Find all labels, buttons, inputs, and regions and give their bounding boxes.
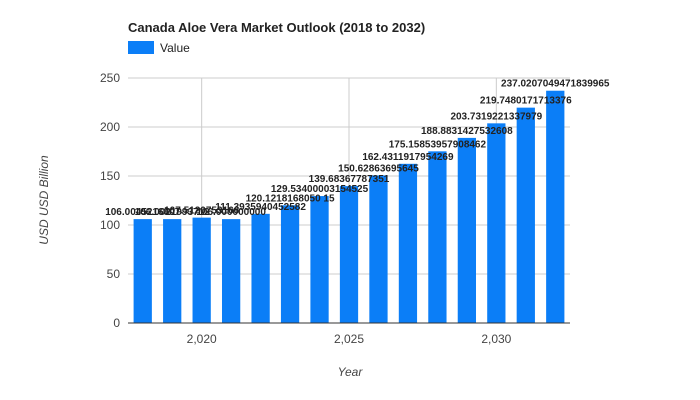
bar-2024[interactable]: [310, 196, 329, 323]
chart-title: Canada Aloe Vera Market Outlook (2018 to…: [128, 20, 425, 35]
bar-2021[interactable]: [221, 219, 241, 323]
bar-2019[interactable]: [163, 219, 182, 323]
y-tick-label: 150: [100, 169, 120, 183]
x-axis-title: Year: [338, 365, 364, 379]
data-label-2032: 237.0207049471839965: [501, 79, 610, 90]
data-label-2023: 120.1218168050 15: [246, 193, 335, 204]
data-label-2021: 106.000000000: [196, 207, 266, 218]
y-tick-label: 0: [113, 316, 120, 330]
data-label-2031: 219.7480171713376: [480, 96, 572, 107]
bar-2023[interactable]: [280, 205, 300, 323]
legend[interactable]: Value: [128, 41, 190, 55]
data-label-2022: 111.3935940452582: [215, 202, 306, 213]
data-label-2030: 203.7319221337979: [450, 111, 542, 122]
bar-2026[interactable]: [369, 175, 388, 323]
y-tick-label: 200: [100, 120, 120, 134]
data-label-2029: 188.8831427532608: [421, 126, 513, 137]
data-label-2020: 107.5120753166: [164, 206, 240, 217]
bar-2027[interactable]: [398, 163, 418, 323]
y-tick-label: 250: [100, 71, 120, 85]
bars: [133, 90, 565, 323]
data-label-2028: 175.15853957908462: [389, 139, 487, 150]
y-tick-label: 50: [107, 267, 121, 281]
bar-2031[interactable]: [516, 107, 535, 323]
y-axis-ticks: 0 50 100 150 200 250: [100, 71, 120, 330]
y-axis-title: USD USD Billion: [37, 155, 51, 245]
data-label-2027: 162.4311917954269: [362, 152, 454, 163]
data-labels: 106.0045216807106.0021993712107.51207531…: [105, 79, 610, 324]
bar-2032[interactable]: [546, 90, 565, 323]
bar-2028[interactable]: [428, 151, 447, 323]
data-label-2026: 150.62863695645: [338, 163, 419, 174]
bar-2029[interactable]: [457, 137, 477, 323]
data-label-2024: 129.53400003154525: [271, 184, 369, 195]
legend-label-value: Value: [160, 41, 190, 55]
x-tick-label: 2,030: [481, 332, 511, 346]
data-label-2025: 139.68367787351: [309, 174, 390, 185]
data-label-2019: 106.0021993712: [135, 207, 211, 218]
legend-swatch-value: [128, 41, 154, 54]
x-tick-label: 2,025: [334, 332, 364, 346]
bar-2030[interactable]: [487, 123, 506, 323]
bar-2025[interactable]: [339, 186, 359, 323]
data-label-2018: 106.0045216807: [105, 207, 181, 218]
y-tick-label: 100: [100, 218, 120, 232]
x-axis-ticks: 2,020 2,025 2,030: [187, 332, 512, 346]
bar-2020[interactable]: [192, 217, 211, 323]
bar-2018[interactable]: [133, 219, 152, 323]
bar-2022[interactable]: [251, 213, 270, 323]
x-tick-label: 2,020: [187, 332, 217, 346]
